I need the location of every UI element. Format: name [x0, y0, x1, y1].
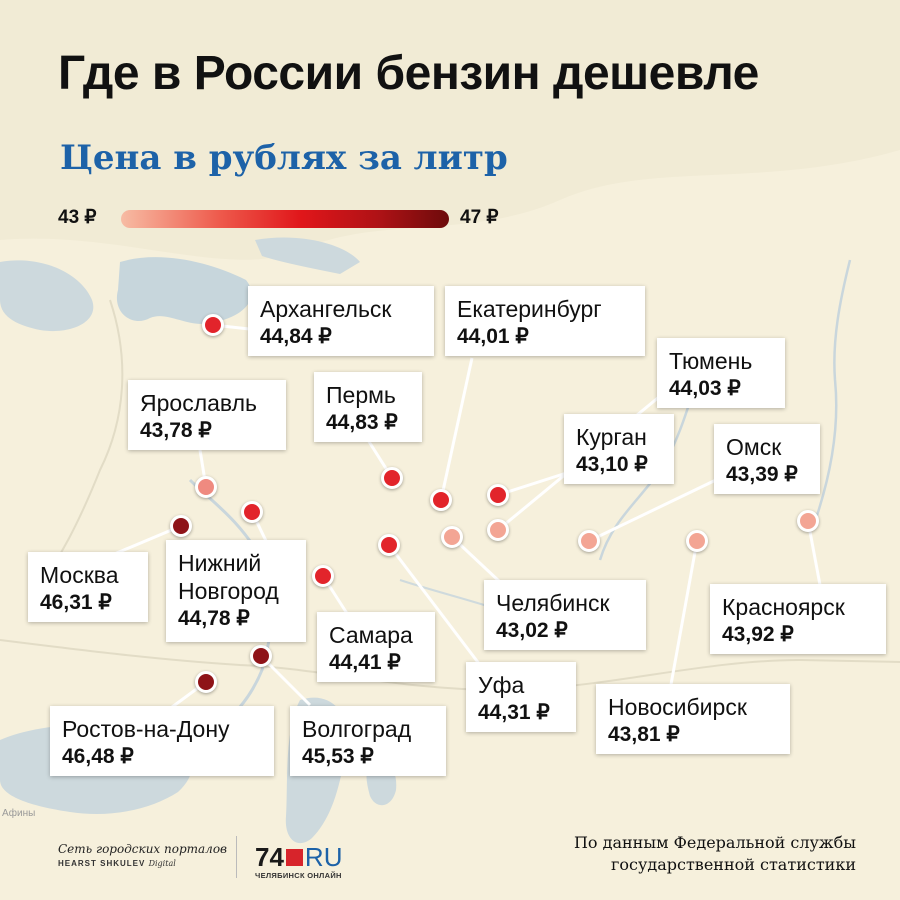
- connector-moscow: [111, 524, 182, 557]
- city-price: 44,83 ₽: [326, 411, 398, 434]
- legend-max-label: 47 ₽: [460, 207, 499, 228]
- label-yaroslavl: Ярославль 43,78 ₽: [128, 380, 286, 450]
- data-source-line1: По данным Федеральной службы: [573, 833, 856, 852]
- network-logo-brand-suffix: Digital: [148, 859, 176, 868]
- city-price: 43,10 ₽: [576, 453, 648, 476]
- city-price: 43,81 ₽: [608, 723, 680, 746]
- label-rostov-na-donu: Ростов-на-Дону 46,48 ₽: [50, 706, 274, 776]
- city-price: 46,31 ₽: [40, 591, 112, 614]
- city-name: Новосибирск: [608, 694, 747, 720]
- map-place-label: Афины: [2, 808, 36, 819]
- city-price: 43,39 ₽: [726, 463, 798, 486]
- city-price: 43,02 ₽: [496, 619, 568, 642]
- baltic-north: [0, 260, 94, 332]
- city-price: 43,92 ₽: [722, 623, 794, 646]
- label-yekaterinburg: Екатеринбург 44,01 ₽: [445, 286, 645, 356]
- page-subtitle: Цена в рублях за литр: [60, 138, 508, 178]
- city-price: 46,48 ₽: [62, 745, 134, 768]
- city-name: Уфа: [478, 672, 525, 698]
- marker-moscow[interactable]: [170, 515, 192, 537]
- city-name: Ростов-на-Дону: [62, 716, 230, 742]
- city-name: Курган: [576, 424, 647, 450]
- marker-yekaterinburg[interactable]: [430, 489, 452, 511]
- connector-volgograd: [259, 654, 312, 707]
- yenisei-river: [810, 259, 852, 531]
- city-price: 44,41 ₽: [329, 651, 401, 674]
- connector-yekaterinburg: [439, 357, 474, 501]
- network-logo-title: Сеть городских порталов: [58, 842, 228, 856]
- connector-ufa: [387, 544, 482, 666]
- legend-min-label: 43 ₽: [58, 207, 97, 228]
- network-logo-brand: HEARST SHKULEV: [58, 859, 146, 868]
- marker-perm[interactable]: [381, 467, 403, 489]
- label-chelyabinsk: Челябинск 43,02 ₽: [484, 580, 646, 650]
- label-ufa: Уфа 44,31 ₽: [466, 662, 576, 732]
- connector-novosibirsk: [668, 540, 699, 691]
- city-name: Самара: [329, 622, 413, 648]
- marker-tyumen[interactable]: [487, 484, 509, 506]
- portal-logo-square-icon: [285, 849, 303, 866]
- marker-ufa[interactable]: [378, 534, 400, 556]
- city-price: 45,53 ₽: [302, 745, 374, 768]
- city-price: 44,03 ₽: [669, 377, 741, 400]
- label-krasnoyarsk: Красноярск 43,92 ₽: [710, 584, 886, 654]
- connector-omsk: [588, 476, 721, 543]
- northern-land: [0, 0, 900, 260]
- label-arkhangelsk: Архангельск 44,84 ₽: [248, 286, 434, 356]
- legend-gradient-bar: [121, 210, 449, 228]
- marker-novosibirsk[interactable]: [686, 530, 708, 552]
- label-tyumen: Тюмень 44,03 ₽: [657, 338, 785, 408]
- city-name: Омск: [726, 434, 782, 460]
- city-price: 44,01 ₽: [457, 325, 529, 348]
- marker-rostov-na-donu[interactable]: [195, 671, 217, 693]
- city-name: Ярославль: [140, 390, 257, 416]
- city-price: 43,78 ₽: [140, 419, 212, 442]
- city-name: Красноярск: [722, 594, 845, 620]
- marker-krasnoyarsk[interactable]: [797, 510, 819, 532]
- label-perm: Пермь 44,83 ₽: [314, 372, 422, 442]
- city-price: 44,78 ₽: [178, 607, 250, 630]
- label-novosibirsk: Новосибирск 43,81 ₽: [596, 684, 790, 754]
- data-source: По данным Федеральной службы государстве…: [574, 832, 856, 876]
- network-logo: Сеть городских порталов HEARST SHKULEV D…: [58, 842, 227, 868]
- label-omsk: Омск 43,39 ₽: [714, 424, 820, 494]
- portal-logo-number: 74: [255, 842, 284, 872]
- portal-logo-subtitle: ЧЕЛЯБИНСК ОНЛАЙН: [255, 871, 342, 880]
- city-name: Волгоград: [302, 716, 412, 742]
- city-name: Архангельск: [260, 296, 392, 322]
- marker-omsk[interactable]: [578, 530, 600, 552]
- footer-divider: [236, 836, 237, 878]
- city-name: Москва: [40, 562, 119, 588]
- label-nizhny-novgorod: Нижний Новгород 44,78 ₽: [166, 540, 306, 642]
- marker-chelyabinsk[interactable]: [441, 526, 463, 548]
- city-name: Екатеринбург: [457, 296, 602, 322]
- label-volgograd: Волгоград 45,53 ₽: [290, 706, 446, 776]
- city-price: 44,84 ₽: [260, 325, 332, 348]
- portal-logo: 74 RU ЧЕЛЯБИНСК ОНЛАЙН: [255, 842, 342, 880]
- barents-sea: [255, 237, 360, 274]
- marker-samara[interactable]: [312, 565, 334, 587]
- white-sea: [116, 257, 252, 324]
- marker-volgograd[interactable]: [250, 645, 272, 667]
- data-source-line2: государственной статистики: [610, 855, 856, 874]
- label-kurgan: Курган 43,10 ₽: [564, 414, 674, 484]
- marker-yaroslavl[interactable]: [195, 476, 217, 498]
- marker-arkhangelsk[interactable]: [202, 314, 224, 336]
- city-name: Нижний Новгород: [178, 550, 279, 604]
- city-name: Челябинск: [496, 590, 610, 616]
- city-name: Тюмень: [669, 348, 753, 374]
- marker-nizhny-novgorod[interactable]: [241, 501, 263, 523]
- label-samara: Самара 44,41 ₽: [317, 612, 435, 682]
- marker-kurgan[interactable]: [487, 519, 509, 541]
- city-name: Пермь: [326, 382, 396, 408]
- page-title: Где в России бензин дешевле: [58, 47, 759, 100]
- network-logo-subtitle: HEARST SHKULEV Digital: [58, 859, 227, 868]
- city-price: 44,31 ₽: [478, 701, 550, 724]
- label-moscow: Москва 46,31 ₽: [28, 552, 148, 622]
- portal-logo-ru: RU: [304, 842, 343, 872]
